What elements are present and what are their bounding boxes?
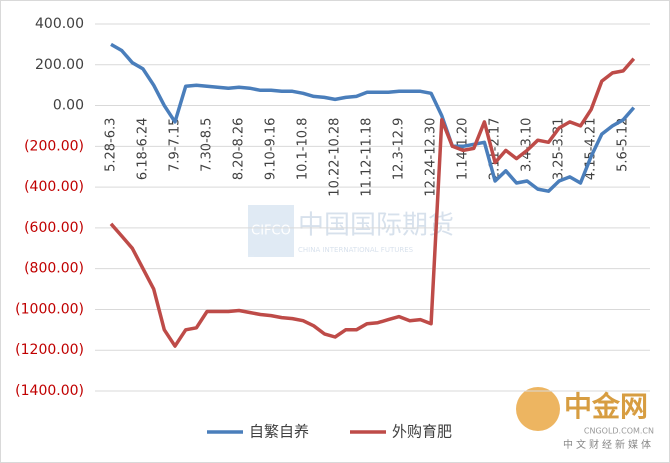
x-tick-label: 8.20-8.26 <box>232 118 247 181</box>
x-tick-label: 5.28-6.3 <box>104 118 119 172</box>
y-tick-label: (600.00) <box>24 220 84 236</box>
y-tick-label: (200.00) <box>24 138 84 154</box>
x-tick-label: 6.18-6.24 <box>136 118 151 181</box>
y-tick-label: (400.00) <box>24 179 84 195</box>
y-tick-label: (1400.00) <box>15 383 84 399</box>
legend-label: 自繁自养 <box>249 423 309 441</box>
x-tick-label: 9.10-9.16 <box>264 118 279 181</box>
series-line <box>110 42 636 193</box>
corner-logo: 中金网 CNGOLD.COM.CN 中文财经新媒体 <box>516 387 654 451</box>
x-tick-label: 10.22-10.28 <box>328 118 343 197</box>
y-tick-label: (1200.00) <box>15 342 84 358</box>
x-tick-label: 7.30-8.5 <box>200 118 215 172</box>
watermark-logo: CIFCO <box>251 224 291 239</box>
watermark-box <box>248 205 294 257</box>
x-tick-label: 3.4-3.10 <box>520 118 535 172</box>
watermark-name-en: CHINA INTERNATIONAL FUTURES <box>298 246 414 254</box>
legend-label: 外购育肥 <box>392 423 452 441</box>
y-tick-label: 400.00 <box>35 16 84 32</box>
corner-logo-slogan: 中文财经新媒体 <box>563 438 654 451</box>
series-line <box>109 57 636 348</box>
corner-logo-name: 中金网 <box>564 390 648 423</box>
y-tick-label: (1000.00) <box>15 301 84 317</box>
x-tick-label: 12.3-12.9 <box>392 118 407 181</box>
watermark: CIFCO 中国国际期货 CHINA INTERNATIONAL FUTURES <box>248 205 454 257</box>
y-tick-label: 200.00 <box>35 57 84 73</box>
x-tick-label: 11.12-11.18 <box>360 118 375 197</box>
y-tick-label: (800.00) <box>24 261 84 277</box>
x-tick-label: 7.9-7.15 <box>168 118 183 172</box>
y-tick-label: 0.00 <box>53 98 84 114</box>
x-tick-label: 5.6-5.12 <box>616 118 631 172</box>
grid <box>95 23 650 392</box>
watermark-name: 中国国际期货 <box>298 211 454 241</box>
corner-logo-icon <box>516 387 560 431</box>
x-tick-label: 10.1-10.8 <box>296 118 311 181</box>
corner-logo-domain: CNGOLD.COM.CN <box>584 427 654 436</box>
x-tick-label: 12.24-12.30 <box>424 118 439 197</box>
